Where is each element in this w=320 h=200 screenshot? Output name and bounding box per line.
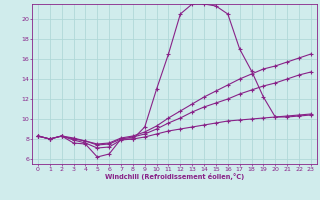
- X-axis label: Windchill (Refroidissement éolien,°C): Windchill (Refroidissement éolien,°C): [105, 173, 244, 180]
